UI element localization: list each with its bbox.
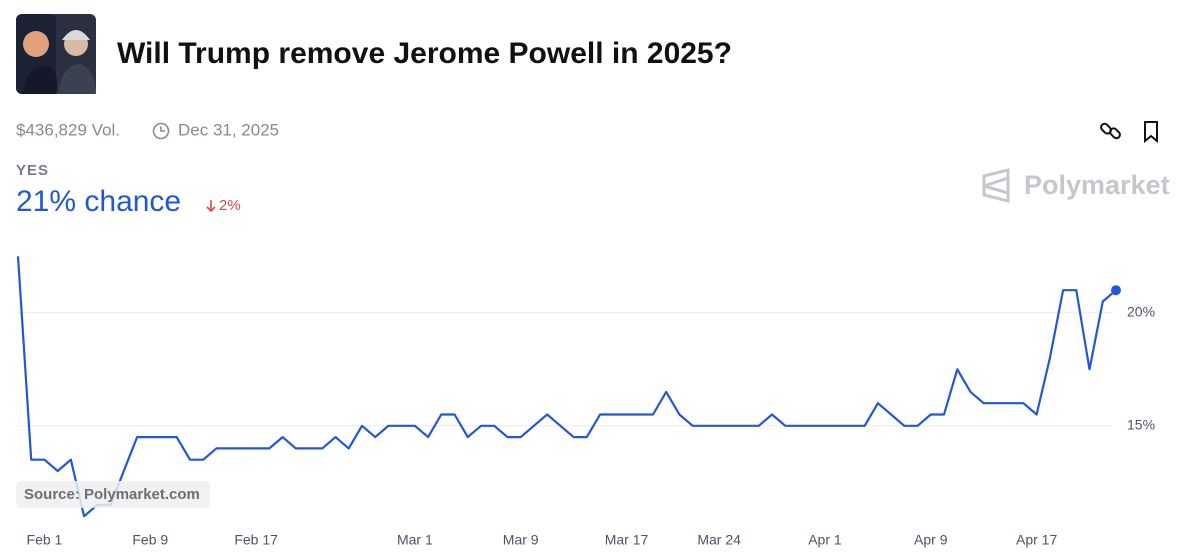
- x-tick-label: Apr 1: [808, 532, 842, 548]
- volume: $436,829 Vol.: [16, 120, 120, 139]
- down-arrow: [206, 200, 216, 213]
- market-title: Will Trump remove Jerome Powell in 2025?: [117, 37, 732, 70]
- last-point: [1111, 285, 1121, 296]
- x-tick-label: Mar 9: [503, 532, 539, 548]
- bookmark-button[interactable]: [1144, 121, 1158, 144]
- x-tick-label: Feb 17: [234, 532, 278, 548]
- link-button[interactable]: [1100, 122, 1122, 140]
- source-box: [16, 481, 210, 508]
- source: Source: Polymarket.com: [24, 486, 200, 503]
- chart: 15% 20% Feb 1 Feb 9 Feb 17 Mar 1 Mar 9 Mar 17 Ma…: [16, 256, 1155, 548]
- x-tick-label: Feb 9: [132, 532, 168, 548]
- price-line: [16, 256, 1117, 518]
- clock-icon: [152, 122, 170, 140]
- x-tick-label: Mar 1: [397, 532, 433, 548]
- y-tick-label: 20%: [1127, 304, 1155, 320]
- end-date: Dec 31, 2025: [178, 120, 279, 139]
- x-tick-label: Feb 1: [27, 532, 63, 548]
- brand-name: Polymarket: [1024, 170, 1170, 200]
- x-tick-label: Mar 17: [605, 532, 649, 548]
- x-tick-label: Apr 9: [914, 532, 948, 548]
- change: 2%: [219, 197, 241, 214]
- x-tick-label: Apr 17: [1016, 532, 1057, 548]
- brand-logo: [982, 168, 1010, 203]
- outcome-label: YES: [16, 162, 49, 179]
- y-tick-label: 15%: [1127, 417, 1155, 433]
- market-image: [16, 14, 96, 94]
- chance: 21% chance: [16, 185, 181, 218]
- x-tick-label: Mar 24: [697, 532, 741, 548]
